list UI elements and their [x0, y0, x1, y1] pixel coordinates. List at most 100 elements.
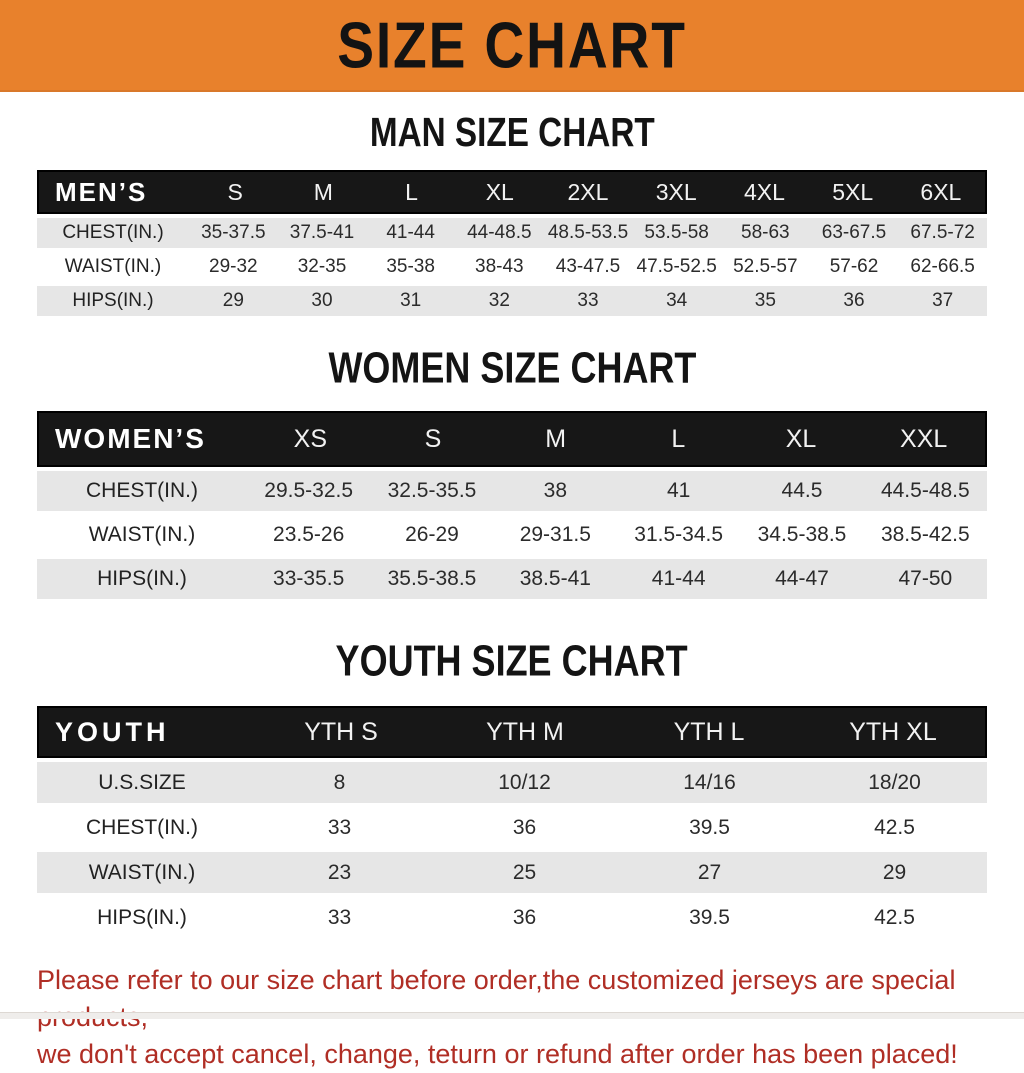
cell-value: 53.5-58 [644, 222, 709, 243]
cell-value: 35-38 [386, 256, 435, 277]
table-header-label: WOMEN’S [55, 423, 206, 454]
column-header: XL [785, 424, 817, 453]
cell-value: 29-31.5 [519, 523, 591, 546]
column-header: XXL [900, 424, 948, 453]
cell-value: 44-47 [775, 567, 829, 590]
table-row: HIPS(IN.) 33 36 39.5 42.5 [37, 897, 987, 938]
youth-section-title-text: YOUTH SIZE CHART [335, 636, 689, 686]
women-section-title: WOMEN SIZE CHART [0, 343, 1024, 393]
cell-value: 33-35.5 [273, 567, 345, 590]
cell-value: 14/16 [683, 770, 736, 794]
cell-value: 32.5-35.5 [387, 479, 477, 502]
section-man: MAN SIZE CHART MEN’S S M L XL 2XL 3XL 4XL 5XL 6XL… [0, 109, 1024, 316]
table-row: WAIST(IN.) 23.5-26 26-29 29-31.5 31.5-34.5 34… [37, 515, 987, 555]
table-row: CHEST(IN.) 29.5-32.5 32.5-35.5 38 41 44.5 44.5… [37, 471, 987, 511]
cell-value: 38.5-42.5 [880, 523, 970, 546]
cell-value: 41-44 [651, 567, 706, 590]
row-label: CHEST(IN.) [86, 815, 198, 839]
table-row: HIPS(IN.) 29 30 31 32 33 34 35 36 37 [37, 286, 987, 316]
cell-value: 29.5-32.5 [264, 479, 354, 502]
column-header: 4XL [743, 178, 785, 205]
row-label: U.S.SIZE [98, 770, 186, 794]
column-header: YTH XL [849, 717, 937, 746]
cell-value: 36 [512, 815, 537, 839]
cell-value: 38.5-41 [519, 567, 591, 590]
row-label: HIPS(IN.) [97, 905, 187, 929]
cell-value: 39.5 [689, 815, 730, 839]
man-section-title: MAN SIZE CHART [0, 109, 1024, 155]
row-label: WAIST(IN.) [88, 523, 196, 546]
column-header: S [424, 424, 442, 453]
cell-value: 42.5 [874, 815, 915, 839]
column-header: YTH M [486, 717, 564, 746]
column-header: YTH L [673, 717, 745, 746]
cell-value: 33 [327, 905, 352, 929]
cell-value: 39.5 [689, 905, 730, 929]
column-header: YTH S [304, 717, 378, 746]
cell-value: 32 [488, 290, 510, 311]
size-chart-banner: SIZE CHART [0, 0, 1024, 92]
size-table: MEN’S S M L XL 2XL 3XL 4XL 5XL 6XL CHEST(IN.) 35-37… [37, 170, 987, 316]
cell-value: 31 [400, 290, 422, 311]
cell-value: 18/20 [868, 770, 921, 794]
bottom-strip [0, 1012, 1024, 1019]
column-header: S [227, 178, 243, 205]
cell-value: 29 [882, 860, 907, 884]
table-header-row: YOUTH YTH S YTH M YTH L YTH XL [37, 706, 987, 758]
table-row: HIPS(IN.) 33-35.5 35.5-38.5 38.5-41 41-44 44-… [37, 559, 987, 599]
women-section-title-text: WOMEN SIZE CHART [328, 343, 696, 393]
row-label: HIPS(IN.) [97, 567, 187, 590]
footer-note-line-1: Please refer to our size chart before or… [37, 965, 956, 1032]
table-header-row: WOMEN’S XS S M L XL XXL [37, 411, 987, 467]
cell-value: 35-37.5 [201, 222, 266, 243]
cell-value: 27 [697, 860, 722, 884]
youth-section-title: YOUTH SIZE CHART [0, 636, 1024, 686]
cell-value: 43-47.5 [555, 256, 621, 277]
cell-value: 36 [843, 290, 865, 311]
cell-value: 23.5-26 [273, 523, 345, 546]
cell-value: 47.5-52.5 [636, 256, 717, 277]
row-label: CHEST(IN.) [86, 479, 198, 502]
cell-value: 44.5 [781, 479, 823, 502]
cell-value: 35 [754, 290, 776, 311]
column-header: XS [293, 424, 327, 453]
footer-note-line-2: we don't accept cancel, change, teturn o… [37, 1039, 958, 1069]
cell-value: 26-29 [405, 523, 459, 546]
cell-value: 30 [311, 290, 333, 311]
column-header: M [313, 178, 333, 205]
row-label: WAIST(IN.) [88, 860, 196, 884]
cell-value: 67.5-72 [910, 222, 975, 243]
column-header: M [545, 424, 567, 453]
table-row: CHEST(IN.) 35-37.5 37.5-41 41-44 44-48.5 48.5… [37, 218, 987, 248]
cell-value: 34 [666, 290, 688, 311]
page-title: SIZE CHART [337, 8, 687, 82]
cell-value: 41-44 [386, 222, 435, 243]
cell-value: 38 [543, 479, 567, 502]
row-label: CHEST(IN.) [62, 222, 164, 243]
table-row: WAIST(IN.) 23 25 27 29 [37, 852, 987, 893]
cell-value: 47-50 [898, 567, 953, 590]
cell-value: 33 [577, 290, 599, 311]
cell-value: 38-43 [475, 256, 524, 277]
table-header-label: MEN’S [55, 176, 148, 207]
cell-value: 23 [327, 860, 352, 884]
cell-value: 42.5 [874, 905, 915, 929]
column-header: 5XL [832, 178, 874, 205]
cell-value: 57-62 [829, 256, 879, 277]
cell-value: 29 [222, 290, 244, 311]
cell-value: 33 [327, 815, 352, 839]
section-youth: YOUTH SIZE CHART YOUTH YTH S YTH M YTH L YTH… [0, 636, 1024, 938]
cell-value: 41 [666, 479, 691, 502]
cell-value: 8 [333, 770, 346, 794]
cell-value: 37.5-41 [289, 222, 355, 243]
cell-value: 58-63 [741, 222, 790, 243]
cell-value: 44.5-48.5 [880, 479, 970, 502]
man-section-title-text: MAN SIZE CHART [369, 109, 655, 155]
column-header: XL [485, 178, 514, 205]
cell-value: 48.5-53.5 [547, 222, 629, 243]
table-row: CHEST(IN.) 33 36 39.5 42.5 [37, 807, 987, 848]
cell-value: 36 [512, 905, 537, 929]
cell-value: 31.5-34.5 [634, 523, 724, 546]
table-row: WAIST(IN.) 29-32 32-35 35-38 38-43 43-47.5 47.… [37, 252, 987, 282]
cell-value: 35.5-38.5 [387, 567, 477, 590]
